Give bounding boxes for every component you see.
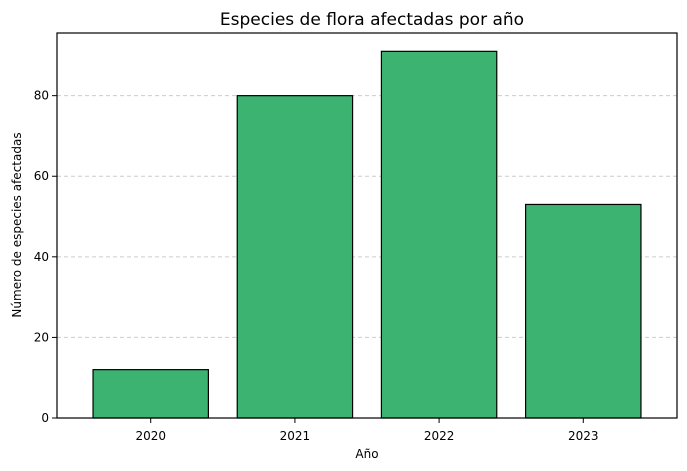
chart-title: Especies de flora afectadas por año <box>220 10 524 30</box>
plot-frame <box>56 32 678 419</box>
bar-2021 <box>236 95 354 419</box>
bar-2020 <box>92 369 209 419</box>
y-tick-label: 0 <box>41 411 49 425</box>
x-tick-label: 2021 <box>280 429 311 443</box>
bar-2023 <box>525 203 642 419</box>
x-tick-label: 2022 <box>424 429 455 443</box>
y-axis: 0 20 40 60 80 <box>34 89 57 425</box>
y-tick-label: 40 <box>34 250 49 264</box>
y-tick-label: 60 <box>34 169 49 183</box>
y-axis-label: Número de especies afectadas <box>10 132 24 317</box>
bar-2022 <box>380 50 498 419</box>
x-tick-label: 2023 <box>568 429 599 443</box>
y-tick-label: 80 <box>34 89 49 103</box>
y-tick-label: 20 <box>34 330 49 344</box>
bars <box>92 50 642 419</box>
x-tick-label: 2020 <box>135 429 166 443</box>
x-axis: 2020 2021 2022 2023 <box>135 418 599 443</box>
gridlines <box>57 95 677 338</box>
x-axis-label: Año <box>355 447 378 461</box>
